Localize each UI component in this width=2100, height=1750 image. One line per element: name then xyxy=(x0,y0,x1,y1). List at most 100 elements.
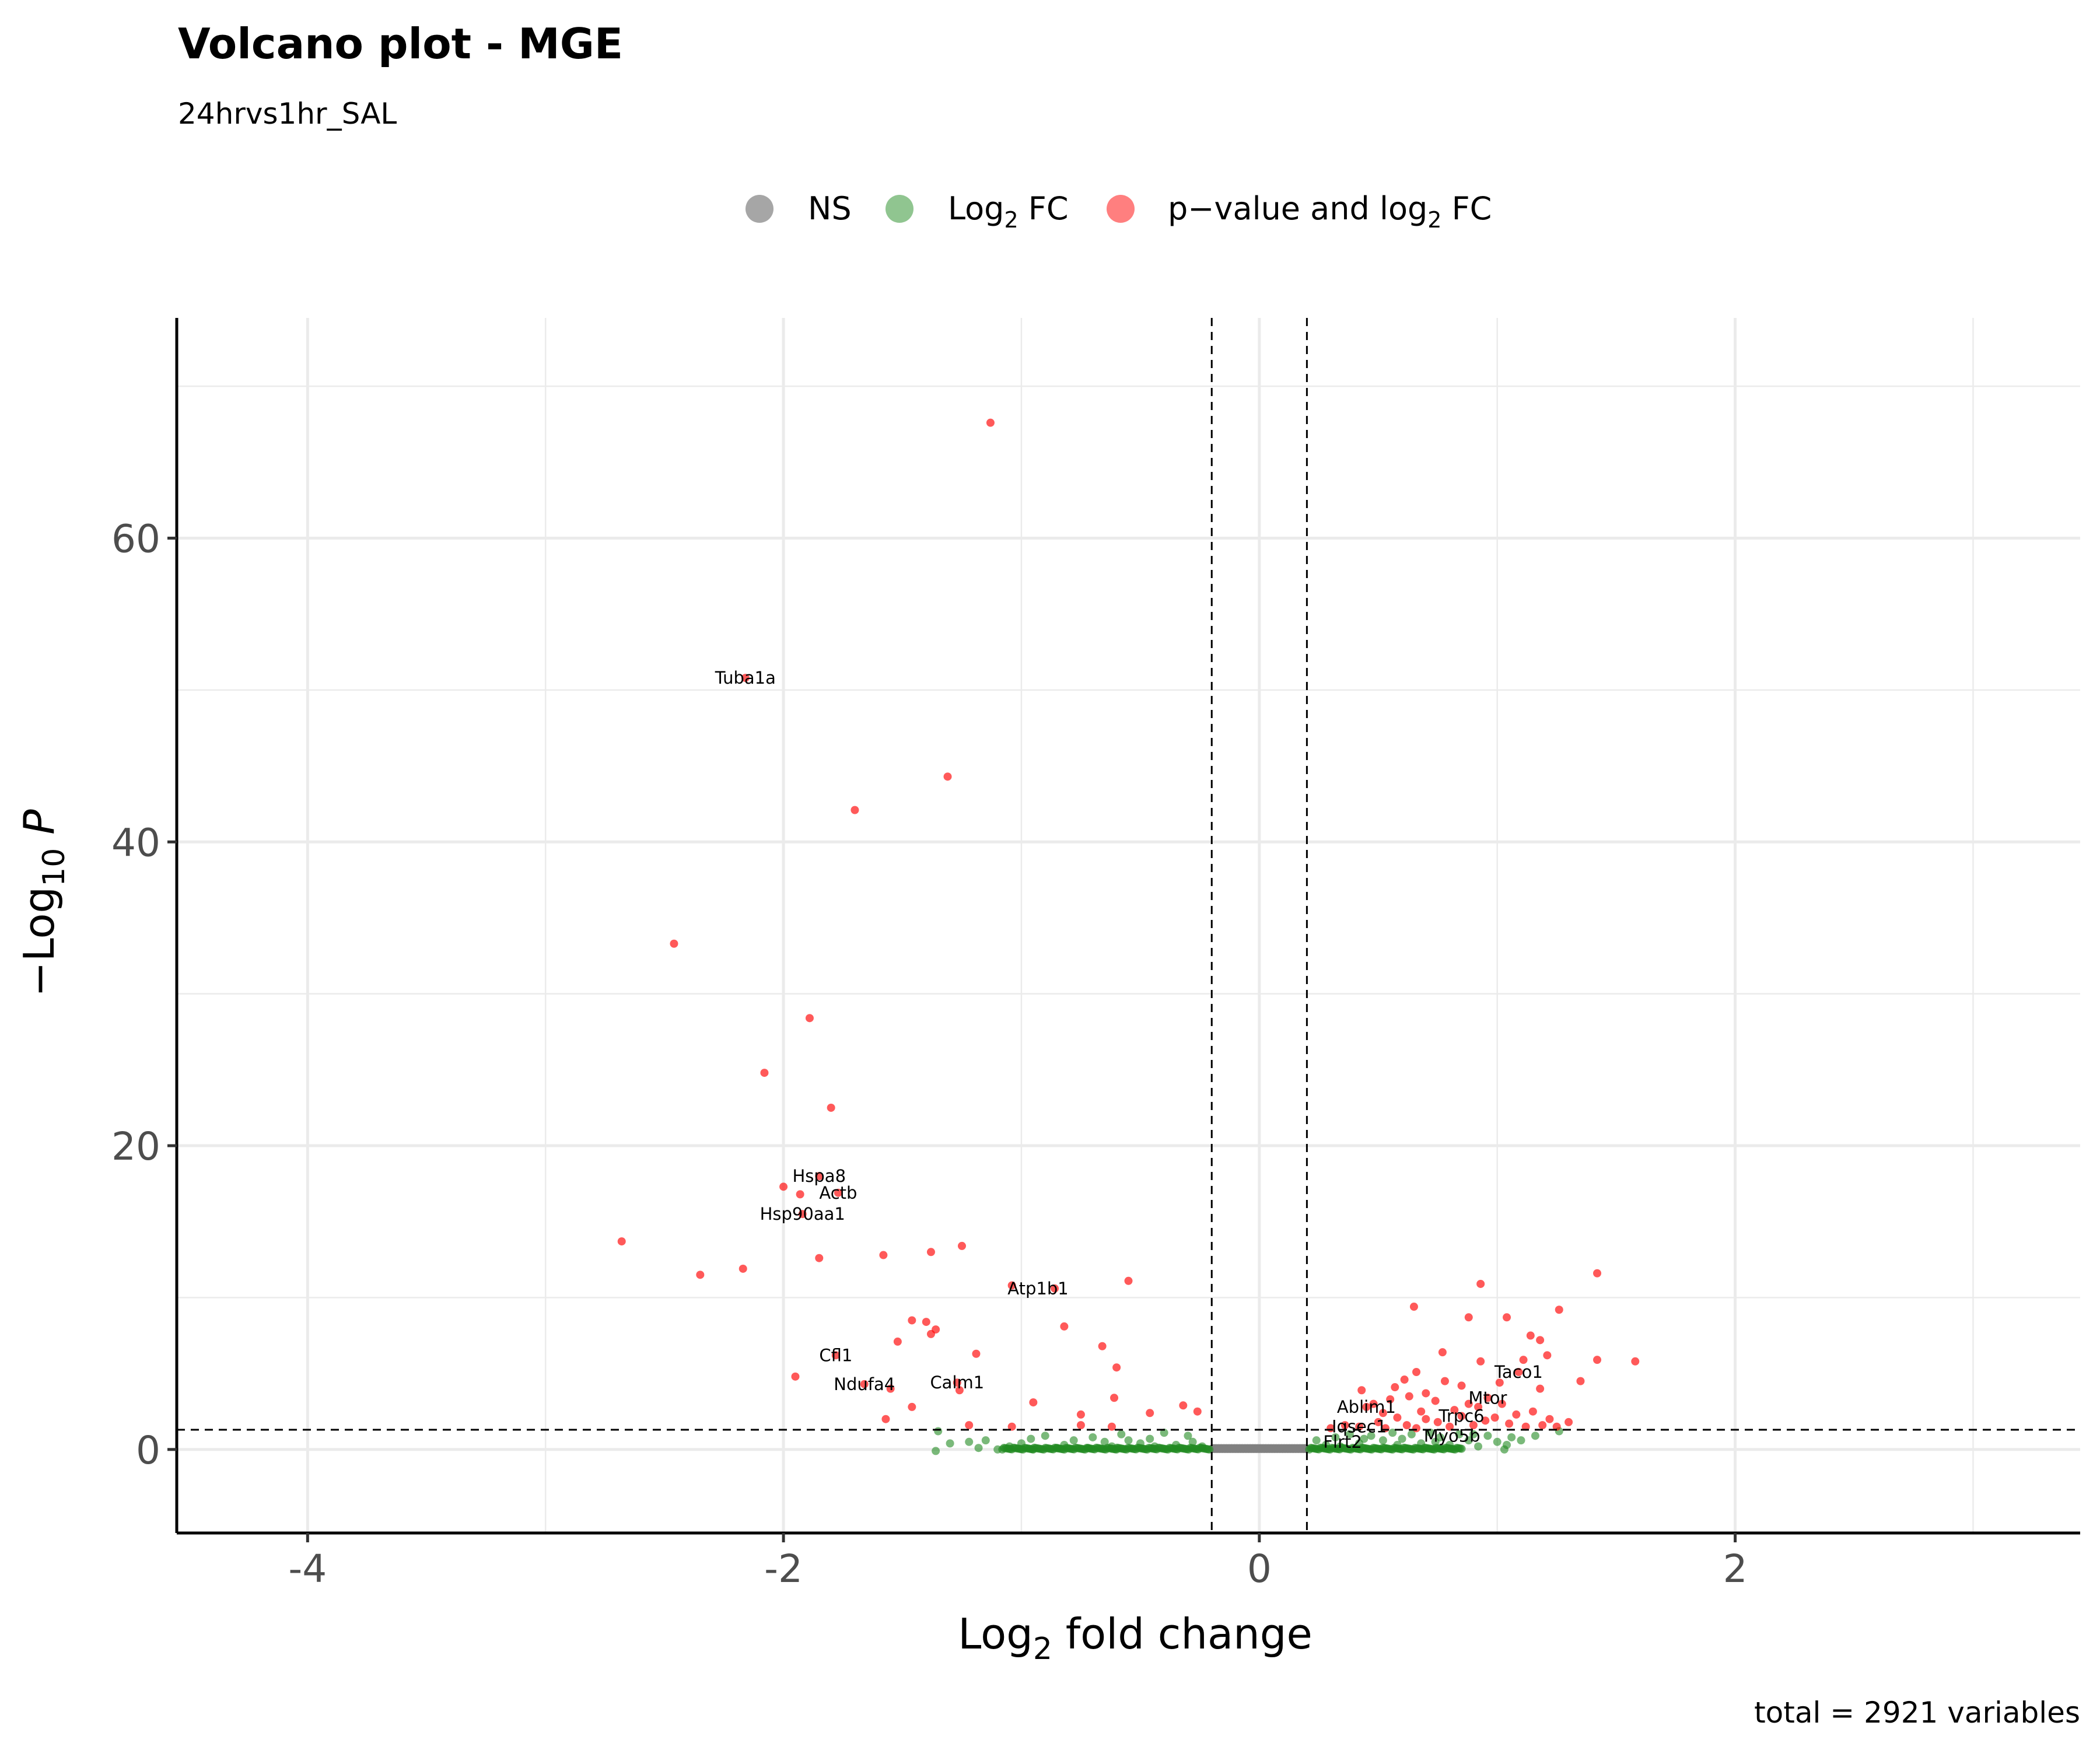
log2fc-point xyxy=(1474,1442,1483,1451)
log2fc-point xyxy=(1100,1437,1109,1446)
log2fc-point xyxy=(1117,1430,1126,1438)
pvalue-log2fc-point xyxy=(741,674,750,682)
pvalue-log2fc-point xyxy=(1446,1422,1454,1431)
log2fc-point xyxy=(1331,1433,1340,1441)
pvalue-log2fc-point xyxy=(1555,1306,1563,1314)
pvalue-log2fc-point xyxy=(1179,1401,1188,1410)
pvalue-log2fc-point xyxy=(1386,1395,1395,1404)
pvalue-log2fc-point xyxy=(1512,1410,1521,1419)
x-axis-title: Log2 fold change xyxy=(958,1609,1312,1667)
pvalue-log2fc-point xyxy=(908,1402,916,1411)
pvalue-log2fc-point xyxy=(1076,1410,1085,1419)
pvalue-log2fc-point xyxy=(1422,1389,1430,1398)
pvalue-log2fc-point xyxy=(1450,1406,1459,1415)
pvalue-log2fc-point xyxy=(953,1378,961,1387)
pvalue-log2fc-point xyxy=(1110,1394,1119,1402)
log2fc-point xyxy=(1322,1440,1331,1449)
legend: NS Log2 FC p−value and log2 FC xyxy=(746,190,1492,233)
gene-label-actb: Actb xyxy=(819,1183,857,1203)
log2fc-point xyxy=(1483,1432,1492,1440)
log2fc-point xyxy=(1503,1440,1511,1449)
y-tick-label: 20 xyxy=(111,1124,160,1169)
log2fc-point xyxy=(1457,1444,1466,1453)
pvalue-log2fc-point xyxy=(1495,1378,1504,1387)
pvalue-log2fc-point xyxy=(670,939,678,948)
pvalue-log2fc-point xyxy=(796,1190,804,1199)
log2fc-point xyxy=(1393,1440,1402,1449)
pvalue-log2fc-point xyxy=(1433,1418,1442,1426)
pvalue-log2fc-point xyxy=(1464,1399,1473,1408)
chart-title: Volcano plot - MGE xyxy=(178,19,623,68)
pvalue-log2fc-point xyxy=(760,1069,769,1077)
pvalue-log2fc-point xyxy=(1474,1402,1483,1411)
pvalue-log2fc-point xyxy=(1490,1413,1499,1422)
log2fc-point xyxy=(1493,1437,1502,1446)
log2fc-point xyxy=(1060,1440,1069,1449)
log2fc-point xyxy=(1188,1437,1197,1446)
pvalue-log2fc-point xyxy=(957,1241,966,1250)
pvalue-log2fc-point xyxy=(908,1316,916,1325)
pvalue-log2fc-point xyxy=(815,1254,824,1262)
log2fc-point xyxy=(1088,1433,1097,1441)
log2fc-point xyxy=(1360,1434,1368,1443)
pvalue-log2fc-point xyxy=(815,1172,824,1181)
pvalue-log2fc-point xyxy=(1576,1377,1585,1385)
log2fc-point xyxy=(1312,1436,1321,1445)
pvalue-log2fc-point xyxy=(886,1384,895,1393)
pvalue-log2fc-point xyxy=(1098,1342,1107,1350)
log2fc-point xyxy=(1464,1436,1473,1445)
gene-label-ablim1: Ablim1 xyxy=(1337,1397,1396,1417)
pvalue-log2fc-point xyxy=(1440,1377,1449,1385)
pvalue-log2fc-point xyxy=(1521,1422,1530,1431)
legend-log2fc-label: Log2 FC xyxy=(948,190,1069,233)
log2fc-point xyxy=(1378,1436,1387,1445)
pvalue-log2fc-point xyxy=(972,1349,981,1358)
pvalue-log2fc-point xyxy=(1355,1422,1364,1431)
x-axis-ticks: -4 -2 0 2 xyxy=(288,1533,1748,1591)
pvalue-log2fc-point xyxy=(986,418,995,427)
log2fc-point xyxy=(1053,1444,1062,1452)
legend-ns-key xyxy=(746,195,774,223)
x-tick-label: 0 xyxy=(1247,1546,1272,1591)
pvalue-log2fc-point xyxy=(1438,1348,1447,1357)
gene-label-cfl1: Cfl1 xyxy=(819,1345,852,1365)
pvalue-log2fc-point xyxy=(1378,1409,1387,1418)
pvalue-log2fc-point xyxy=(1412,1368,1421,1377)
y-axis-title: −Log10 P xyxy=(15,809,72,997)
pvalue-log2fc-point xyxy=(1007,1281,1016,1290)
log2fc-point xyxy=(1345,1430,1354,1438)
log2fc-point xyxy=(1041,1432,1049,1440)
legend-ns-label: NS xyxy=(808,190,852,227)
log2fc-point xyxy=(1017,1439,1026,1448)
pvalue-log2fc-point xyxy=(1457,1412,1466,1420)
pvalue-log2fc-point xyxy=(1051,1284,1059,1293)
log2fc-point xyxy=(1150,1442,1159,1451)
pvalue-log2fc-point xyxy=(1391,1383,1399,1392)
pvalue-log2fc-point xyxy=(943,772,952,781)
log2fc-point xyxy=(1426,1429,1435,1437)
pvalue-log2fc-point xyxy=(1476,1357,1485,1366)
log2fc-point xyxy=(1136,1439,1144,1448)
pvalue-log2fc-point xyxy=(1528,1407,1537,1416)
pvalue-log2fc-point xyxy=(955,1386,964,1395)
pvalue-log2fc-point xyxy=(1340,1421,1349,1430)
pvalue-log2fc-point xyxy=(1593,1356,1602,1364)
log2fc-point xyxy=(1455,1430,1464,1438)
gene-label-trpc6: Trpc6 xyxy=(1438,1406,1484,1426)
pvalue-log2fc-point xyxy=(1481,1416,1490,1425)
pvalue-log2fc-point xyxy=(834,1188,842,1197)
log2fc-point xyxy=(1431,1437,1440,1446)
pvalue-log2fc-point xyxy=(1007,1422,1016,1431)
x-tick-label: -2 xyxy=(764,1546,803,1591)
pvalue-log2fc-point xyxy=(1469,1421,1478,1430)
pvalue-log2fc-point xyxy=(1060,1322,1069,1331)
pvalue-log2fc-point xyxy=(1417,1407,1426,1416)
pvalue-log2fc-point xyxy=(1457,1381,1466,1390)
pvalue-log2fc-point xyxy=(1505,1419,1514,1428)
log2fc-point xyxy=(946,1439,954,1448)
log2fc-point xyxy=(1336,1442,1345,1451)
x-tick-label: 2 xyxy=(1723,1546,1748,1591)
log2fc-point xyxy=(1507,1433,1516,1441)
